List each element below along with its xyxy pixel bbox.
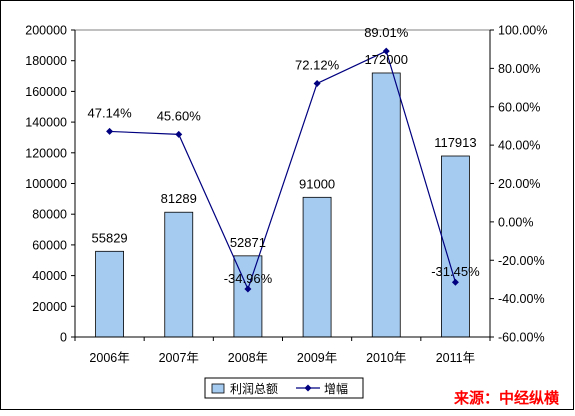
growth-value-label: 72.12% bbox=[295, 57, 340, 72]
right-tick-label: 80.00% bbox=[498, 62, 540, 76]
right-tick-label: 60.00% bbox=[498, 100, 540, 114]
growth-point-2006年 bbox=[106, 127, 114, 135]
x-tick-label: 2007年 bbox=[159, 351, 199, 365]
growth-value-label: -34.96% bbox=[224, 271, 273, 286]
x-axis-labels: 2006年 2007年 2008年 2009年 2010年 2011年 bbox=[74, 336, 491, 365]
right-tick-label: -40.00% bbox=[498, 292, 545, 306]
growth-point-2011年 bbox=[451, 278, 459, 286]
bar-value-label: 91000 bbox=[299, 176, 335, 191]
growth-point-2008年 bbox=[244, 285, 252, 293]
left-tick-label: 120000 bbox=[25, 146, 67, 160]
source-note: 来源：中经纵横 bbox=[453, 389, 560, 407]
growth-value-label: 45.60% bbox=[157, 108, 202, 123]
data-labels: 55829 81289 52871 91000 172000 117913 47.14% 45… bbox=[88, 25, 481, 286]
left-tick-label: 0 bbox=[60, 331, 67, 345]
x-tick-label: 2006年 bbox=[89, 351, 129, 365]
growth-point-2009年 bbox=[313, 79, 321, 87]
x-tick-label: 2011年 bbox=[436, 351, 475, 365]
growth-point-2010年 bbox=[382, 47, 390, 55]
growth-value-label: 89.01% bbox=[364, 25, 409, 40]
bar-2011年 bbox=[441, 155, 470, 338]
right-axis-ticks: -60.00% -40.00% -20.00% 0.00% 20.00% 40.00% 60… bbox=[489, 24, 547, 345]
left-tick-label: 200000 bbox=[25, 24, 67, 38]
right-tick-label: 40.00% bbox=[498, 139, 540, 153]
bar-2006年 bbox=[95, 250, 124, 338]
legend-box bbox=[204, 377, 364, 399]
bar-value-label: 55829 bbox=[92, 230, 128, 245]
growth-value-label: 47.14% bbox=[88, 105, 133, 120]
left-tick-label: 40000 bbox=[32, 269, 67, 283]
legend-line-marker bbox=[304, 384, 312, 392]
bar-2010年 bbox=[371, 72, 401, 338]
left-tick-label: 60000 bbox=[32, 238, 67, 252]
left-axis-ticks: 0 20000 40000 60000 80000 100000 120000 140000 1… bbox=[25, 24, 76, 345]
growth-point-2007年 bbox=[175, 130, 183, 138]
left-tick-label: 80000 bbox=[32, 208, 67, 222]
legend-label-line: 增幅 bbox=[324, 381, 348, 396]
left-tick-label: 140000 bbox=[25, 116, 67, 130]
growth-value-label: -31.45% bbox=[431, 264, 480, 279]
right-tick-label: 100.00% bbox=[498, 24, 547, 38]
bar-value-label: 52871 bbox=[230, 235, 266, 250]
growth-line bbox=[109, 50, 456, 291]
left-tick-label: 160000 bbox=[25, 85, 67, 99]
right-tick-label: -60.00% bbox=[498, 331, 545, 345]
bar-2009年 bbox=[302, 196, 332, 338]
plot-area bbox=[74, 29, 491, 338]
left-tick-label: 180000 bbox=[25, 54, 67, 68]
x-tick-label: 2008年 bbox=[228, 351, 268, 365]
right-tick-label: 0.00% bbox=[498, 215, 533, 229]
right-tick-label: 20.00% bbox=[498, 177, 540, 191]
right-tick-label: -20.00% bbox=[498, 254, 545, 268]
legend: 利润总额 增幅 bbox=[204, 377, 364, 399]
legend-bar-swatch bbox=[211, 383, 225, 394]
x-tick-label: 2010年 bbox=[366, 351, 406, 365]
bar-value-label: 117913 bbox=[434, 135, 476, 150]
left-tick-label: 20000 bbox=[32, 300, 67, 314]
line-series bbox=[106, 47, 459, 293]
x-tick-label: 2009年 bbox=[297, 351, 337, 365]
left-tick-label: 100000 bbox=[25, 177, 67, 191]
bar-value-label: 172000 bbox=[365, 52, 408, 67]
bar-series bbox=[95, 72, 470, 338]
bar-value-label: 81289 bbox=[161, 191, 197, 206]
legend-label-bar: 利润总额 bbox=[230, 382, 278, 396]
bar-2007年 bbox=[164, 211, 194, 338]
